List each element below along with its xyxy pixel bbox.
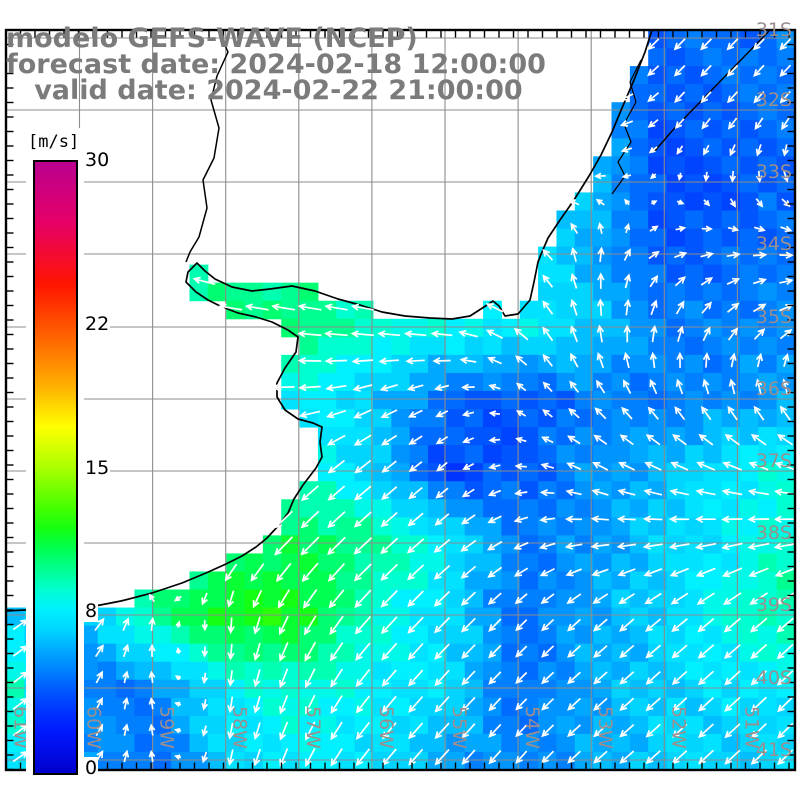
longitude-label: 56W xyxy=(375,706,397,749)
latitude-label: 32S xyxy=(756,89,792,111)
colorbar-tick-label: 30 xyxy=(84,149,111,171)
latitude-label: 31S xyxy=(756,19,792,41)
latitude-label: 39S xyxy=(756,594,792,616)
latitude-label: 38S xyxy=(756,522,792,544)
latitude-label: 40S xyxy=(756,667,792,689)
colorbar-tick-label: 22 xyxy=(84,313,111,335)
colorbar-tick-label: 15 xyxy=(84,456,111,479)
forecast-date-line: forecast date: 2024-02-18 12:00:00 xyxy=(6,49,546,80)
longitude-label: 51W xyxy=(740,706,762,749)
longitude-label: 54W xyxy=(521,706,543,749)
latitude-label: 33S xyxy=(756,161,792,183)
longitude-label: 57W xyxy=(302,706,324,749)
colorbar-tick-label: 8 xyxy=(84,600,99,622)
longitude-label: 55W xyxy=(448,706,470,749)
valid-date-line: valid date: 2024-02-22 21:00:00 xyxy=(6,75,523,106)
latitude-label: 41S xyxy=(756,739,792,761)
longitude-label: 58W xyxy=(229,706,251,749)
colorbar-units-label: [m/s] xyxy=(28,132,80,152)
longitude-label: 61W xyxy=(9,706,31,749)
latitude-label: 34S xyxy=(756,233,792,255)
longitude-label: 52W xyxy=(667,706,689,749)
latitude-label: 36S xyxy=(756,378,792,400)
colorbar-gradient xyxy=(33,160,78,775)
coastline-layer xyxy=(5,29,771,612)
model-title: modelo GEFS-WAVE (NCEP) xyxy=(6,23,418,54)
graticule-labels-layer: 31S 32S 33S 34S 35S 36S 37S 38S 39S 40S 41S 61W 60W 5… xyxy=(9,19,792,761)
speed-cells-layer xyxy=(6,30,796,771)
wind-arrows-layer xyxy=(12,38,796,767)
colorbar-tick-label: 0 xyxy=(84,757,99,779)
longitude-label: 59W xyxy=(156,706,178,749)
longitude-label: 53W xyxy=(594,706,616,749)
longitude-label: 60W xyxy=(83,706,105,749)
latitude-label: 37S xyxy=(756,450,792,472)
map-title-block: modelo GEFS-WAVE (NCEP) forecast date: 20… xyxy=(6,23,546,106)
latitude-label: 35S xyxy=(756,306,792,328)
